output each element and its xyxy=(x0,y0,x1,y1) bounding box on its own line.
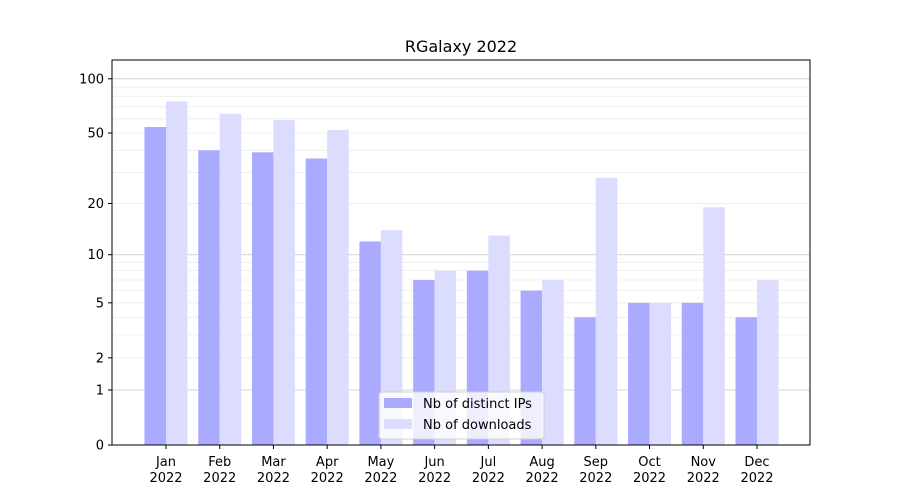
bar-ips xyxy=(198,150,220,445)
x-tick-label: Sep 2022 xyxy=(579,455,612,486)
x-tick-label-line: 2022 xyxy=(687,471,720,486)
bar-ips xyxy=(359,241,381,445)
x-tick-label: Jun 2022 xyxy=(418,455,451,486)
x-tick-label-line: Dec xyxy=(744,455,769,470)
x-tick-label: May 2022 xyxy=(364,455,397,486)
x-tick-label: Apr 2022 xyxy=(311,455,344,486)
x-tick-label: Oct 2022 xyxy=(633,455,666,486)
y-tick-label: 0 xyxy=(96,439,104,454)
bar-ips xyxy=(628,302,650,445)
bar-downloads xyxy=(542,280,564,445)
bar-ips xyxy=(574,317,596,445)
chart-title: RGalaxy 2022 xyxy=(405,37,517,56)
x-tick-label-line: 2022 xyxy=(203,471,236,486)
x-tick-label-line: Jul xyxy=(480,455,497,470)
x-tick-label: Feb 2022 xyxy=(203,455,236,486)
x-tick-label: Dec 2022 xyxy=(740,455,773,486)
x-tick-label-line: May xyxy=(367,455,394,470)
x-tick-label-line: 2022 xyxy=(633,471,666,486)
bar-downloads xyxy=(649,302,672,445)
y-tick-label: 50 xyxy=(87,127,104,142)
bar-ips xyxy=(251,152,274,446)
x-tick-label: Jan 2022 xyxy=(149,455,182,486)
x-tick-label-line: 2022 xyxy=(579,471,612,486)
bar-downloads xyxy=(380,230,403,445)
x-tick-label-line: Jun xyxy=(423,455,444,470)
legend-box xyxy=(378,391,545,440)
bar-downloads xyxy=(757,280,779,445)
bar-downloads xyxy=(273,120,295,445)
x-tick-label-line: Nov xyxy=(691,455,717,470)
bar-downloads xyxy=(166,101,188,445)
x-tick-label-line: Oct xyxy=(638,455,660,470)
x-tick-label-line: Feb xyxy=(208,455,231,470)
legend-swatch xyxy=(384,419,412,429)
y-tick-label: 2 xyxy=(96,351,104,366)
bar-downloads xyxy=(327,129,349,446)
bar-downloads xyxy=(595,177,618,446)
legend-swatch xyxy=(384,398,412,408)
axes-frame xyxy=(111,59,811,446)
bar-ips xyxy=(144,127,166,446)
x-tick-label-line: Sep xyxy=(584,455,609,470)
x-tick-label-line: 2022 xyxy=(364,471,397,486)
y-tick-label: 1 xyxy=(96,384,104,399)
x-tick-label-line: 2022 xyxy=(418,471,451,486)
y-tick-label: 10 xyxy=(87,248,104,263)
x-tick-label-line: 2022 xyxy=(257,471,290,486)
x-tick-label-line: Apr xyxy=(316,455,339,470)
legend-label: Nb of downloads xyxy=(423,418,532,433)
legend: Nb of distinct IPs Nb of downloads xyxy=(378,391,545,440)
y-tick-label: 20 xyxy=(87,197,104,212)
bar-ips xyxy=(305,158,328,445)
bar-ips xyxy=(681,302,704,445)
x-tick-label: Aug 2022 xyxy=(526,455,559,486)
x-tick-label-line: 2022 xyxy=(526,471,559,486)
x-tick-label-line: 2022 xyxy=(311,471,344,486)
x-tick-label-line: Aug xyxy=(529,455,554,470)
x-tick-label-line: 2022 xyxy=(149,471,182,486)
y-tick-label: 100 xyxy=(79,72,104,87)
x-tick-label: Mar 2022 xyxy=(257,455,290,486)
x-tick-label-line: Mar xyxy=(261,455,286,470)
bar-downloads xyxy=(703,207,725,445)
bar-downloads xyxy=(219,113,242,445)
y-tick-label: 5 xyxy=(96,296,104,311)
x-tick-label-line: 2022 xyxy=(740,471,773,486)
x-tick-label-line: 2022 xyxy=(472,471,505,486)
legend-label: Nb of distinct IPs xyxy=(423,397,532,412)
x-tick-label: Nov 2022 xyxy=(687,455,720,486)
x-tick-label-line: Jan xyxy=(155,455,176,470)
bar-ips xyxy=(735,317,757,445)
x-tick-label: Jul 2022 xyxy=(472,455,505,486)
